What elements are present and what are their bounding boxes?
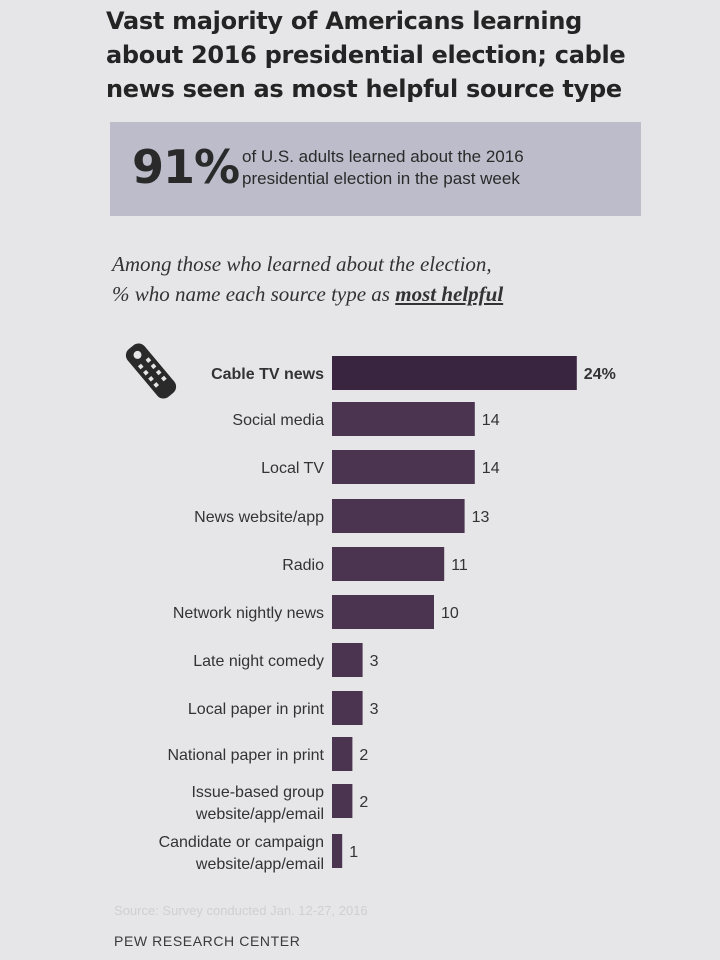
value-label-0: 24% (584, 366, 616, 383)
bar-9 (332, 784, 353, 818)
value-label-10: 1 (349, 844, 358, 861)
category-label-3: News website/app (194, 509, 324, 526)
bar-10 (332, 834, 343, 868)
footer-org: PEW RESEARCH CENTER (114, 933, 301, 949)
stat-text: of U.S. adults learned about the 2016 pr… (242, 147, 524, 188)
value-label-4: 11 (451, 557, 468, 574)
value-label-2: 14 (482, 460, 500, 477)
bar-6 (332, 643, 363, 677)
category-label-2: Local TV (261, 460, 324, 477)
subtitle-line-2-text: % who name each source type as (112, 282, 396, 306)
category-label-8: National paper in print (167, 747, 324, 764)
value-label-6: 3 (370, 653, 379, 670)
bar-1 (332, 402, 475, 436)
value-label-8: 2 (359, 747, 368, 764)
value-label-7: 3 (370, 701, 379, 718)
subtitle-emphasis: most helpful (395, 282, 504, 306)
value-label-5: 10 (441, 605, 459, 622)
category-label-5: Network nightly news (173, 605, 324, 622)
category-label-1: Social media (232, 412, 324, 429)
subtitle-line-2: % who name each source type as most help… (112, 279, 672, 309)
tv-remote-icon (118, 338, 184, 409)
value-label-1: 14 (482, 412, 500, 429)
chart-title: Vast majority of Americans learning abou… (106, 7, 626, 103)
bar-0 (332, 356, 577, 390)
category-label-4: Radio (282, 557, 324, 574)
subtitle-line-1: Among those who learned about the electi… (112, 252, 492, 276)
value-label-3: 13 (472, 509, 490, 526)
stat-callout: 91% of U.S. adults learned about the 201… (110, 122, 641, 216)
category-label-10: Candidate or campaign website/app/email (159, 834, 324, 873)
category-label-6: Late night comedy (193, 653, 324, 670)
bar-3 (332, 499, 465, 533)
bar-2 (332, 450, 475, 484)
bar-4 (332, 547, 445, 581)
category-label-7: Local paper in print (188, 701, 325, 718)
category-label-9: Issue-based group website/app/email (191, 784, 324, 823)
chart-subtitle: Among those who learned about the electi… (112, 249, 672, 309)
value-label-9: 2 (359, 794, 368, 811)
bar-5 (332, 595, 434, 629)
stat-value: 91% (132, 140, 240, 194)
bar-7 (332, 691, 363, 725)
category-label-0: Cable TV news (211, 366, 324, 383)
bar-8 (332, 737, 353, 771)
source-note: Source: Survey conducted Jan. 12-27, 201… (114, 903, 368, 918)
